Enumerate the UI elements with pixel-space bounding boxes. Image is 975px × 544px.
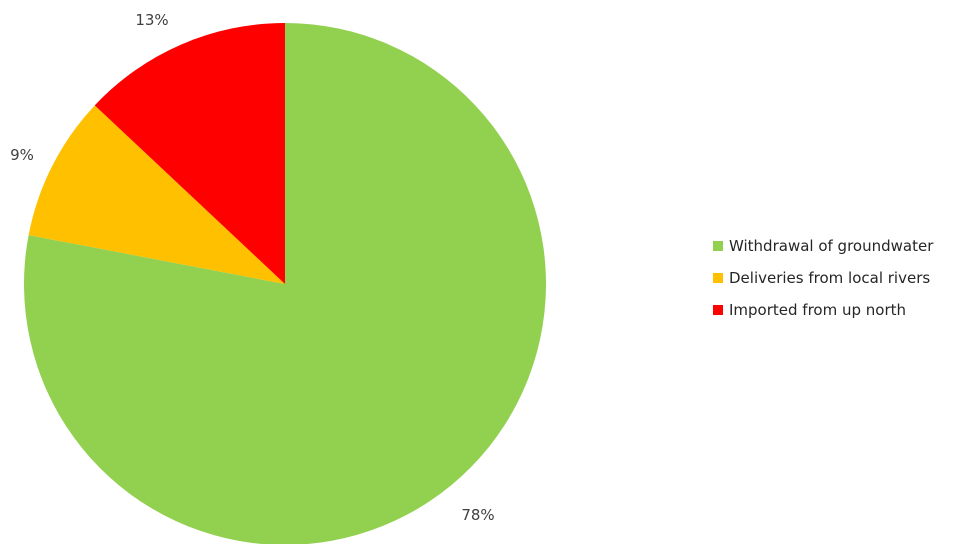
legend-label-1: Withdrawal of groundwater [729, 237, 934, 255]
legend-swatch-2 [713, 273, 723, 283]
legend-swatch-3 [713, 305, 723, 315]
legend: Withdrawal of groundwater Deliveries from… [713, 237, 934, 319]
pie-slices [24, 23, 546, 544]
pie-slice-2 [28, 105, 286, 284]
data-label-2: 9% [10, 146, 34, 164]
data-label-3: 13% [135, 11, 168, 29]
legend-label-2: Deliveries from local rivers [729, 269, 930, 287]
data-labels: 78% 9% 13% [10, 11, 495, 524]
pie-slice-1 [24, 23, 546, 544]
data-label-1: 78% [461, 506, 494, 524]
legend-label-3: Imported from up north [729, 301, 906, 319]
pie-slice-3 [94, 23, 286, 284]
legend-swatch-1 [713, 241, 723, 251]
